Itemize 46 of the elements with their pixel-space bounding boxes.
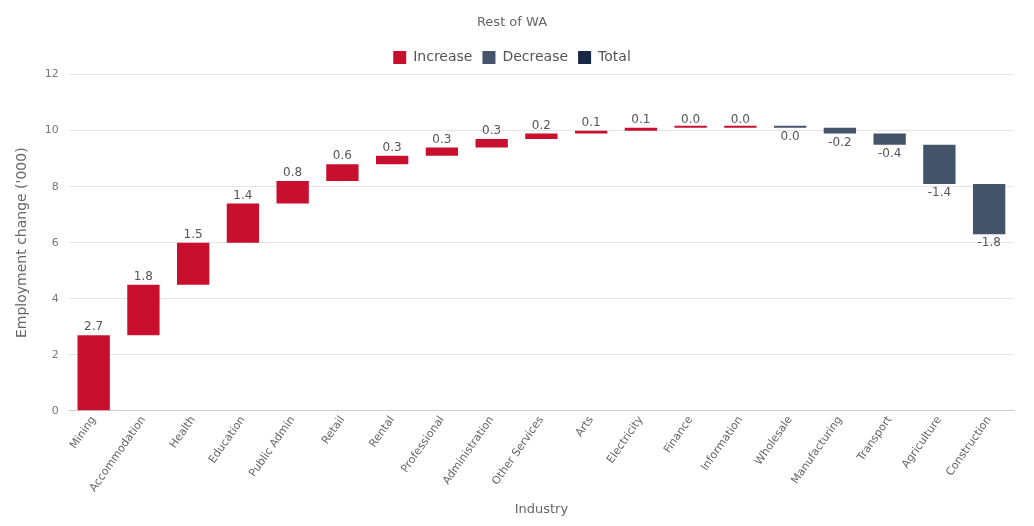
bar	[226, 203, 260, 243]
y-tick-label: 2	[51, 347, 59, 361]
legend-label: Total	[597, 48, 631, 65]
bar	[923, 144, 956, 184]
data-label: -1.8	[977, 235, 1001, 250]
bar	[624, 127, 658, 131]
data-label: 1.4	[233, 187, 253, 202]
bar	[375, 155, 409, 165]
data-label: 1.8	[133, 268, 153, 283]
y-tick-label: 6	[51, 235, 59, 249]
legend-label: Increase	[413, 48, 473, 65]
legend-label: Decrease	[502, 48, 569, 65]
data-label: -0.4	[877, 145, 902, 160]
data-label: 0.2	[531, 117, 551, 132]
data-label: 1.5	[183, 226, 203, 241]
data-label: 0.0	[730, 111, 750, 126]
chart-title: Rest of WA	[476, 14, 548, 30]
data-label: 0.8	[283, 165, 303, 180]
y-tick-label: 10	[44, 123, 59, 137]
data-label: 0.3	[382, 139, 402, 154]
bar	[127, 284, 160, 336]
bar	[326, 164, 359, 182]
y-tick-label: 0	[51, 403, 59, 417]
data-label: 0.0	[780, 128, 800, 143]
y-tick-label: 12	[44, 67, 59, 81]
bar	[525, 133, 558, 140]
y-tick-label: 8	[51, 179, 59, 193]
y-axis-title: Employment change ('000)	[13, 147, 30, 339]
y-tick-label: 4	[51, 291, 59, 305]
data-label: 0.1	[631, 111, 651, 126]
bar	[972, 183, 1006, 235]
data-label: 0.6	[332, 148, 352, 163]
x-axis-title: Industry	[514, 500, 569, 516]
data-label: 0.3	[432, 131, 452, 146]
bar	[475, 139, 508, 148]
bar	[177, 242, 210, 285]
data-label: 0.1	[581, 114, 601, 129]
bar	[276, 181, 309, 204]
bar	[77, 335, 110, 411]
bar	[425, 147, 459, 156]
data-label: -1.4	[927, 185, 952, 199]
data-label: 0.3	[482, 123, 502, 138]
data-label: 2.7	[84, 319, 104, 334]
data-label: -0.2	[828, 134, 852, 149]
bar	[873, 133, 906, 145]
data-label: 0.0	[681, 111, 701, 126]
